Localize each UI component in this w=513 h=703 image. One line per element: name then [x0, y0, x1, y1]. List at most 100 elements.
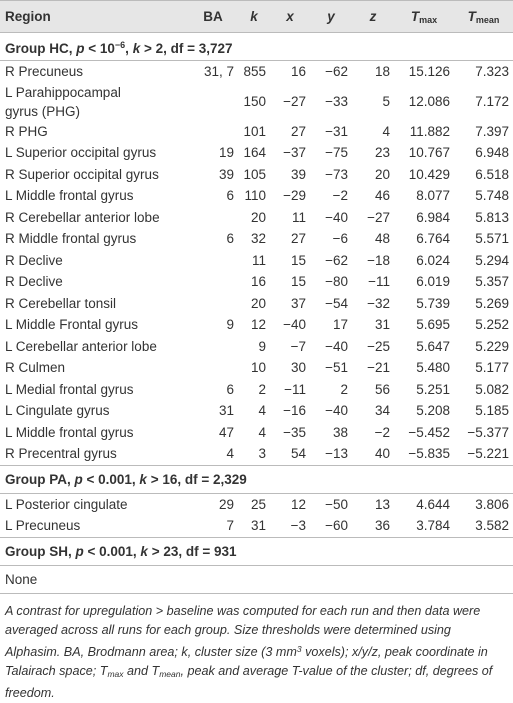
- value-cell: −7: [290, 338, 306, 354]
- value-cell: −54: [325, 295, 348, 311]
- value-cell: 20: [250, 295, 266, 311]
- value-cell: 6: [226, 381, 234, 397]
- value-cell: 4: [258, 403, 266, 419]
- value-cell: 31: [218, 403, 234, 419]
- value-cell: −40: [325, 338, 348, 354]
- value-cell: 5.251: [416, 381, 450, 397]
- value-cell: 39: [218, 166, 234, 182]
- value-cell: 10: [250, 360, 266, 376]
- value-cell: 5.082: [475, 381, 509, 397]
- empty-cell: None: [5, 571, 38, 587]
- value-cell: 6: [226, 188, 234, 204]
- text-segment: < 0.001,: [82, 471, 140, 487]
- text-segment: voxels); x/y/z, peak coordinate in Talai…: [5, 644, 488, 678]
- value-cell: 39: [290, 166, 306, 182]
- data-row: L Posterior cingulate 29 25 12 −50 13 4.644 3.8…: [0, 493, 513, 515]
- value-cell: −40: [283, 317, 306, 333]
- value-cell: 5.208: [416, 403, 450, 419]
- text-segment: < 10: [84, 40, 115, 56]
- data-row: R Declive 16 15 −80 −11 6.019 5.357: [0, 271, 513, 293]
- data-row: L Cerebellar anterior lobe 9 −7 −40 −25 5.647…: [0, 336, 513, 358]
- value-cell: 29: [218, 496, 234, 512]
- column-header: y: [327, 9, 335, 24]
- data-row: R Precuneus 31, 7 855 16 −62 18 15.126 7.323: [0, 61, 513, 83]
- text-segment: > 23, df = 931: [147, 543, 237, 559]
- value-cell: 3.784: [416, 518, 450, 534]
- region-cell: R Precuneus: [5, 64, 84, 80]
- value-cell: 25: [250, 496, 266, 512]
- value-cell: 17: [332, 317, 348, 333]
- column-header: z: [369, 9, 377, 24]
- region-cell: R Culmen: [5, 360, 66, 376]
- column-header: k: [250, 9, 258, 24]
- region-cell: R Cerebellar tonsil: [5, 295, 117, 311]
- value-cell: 23: [374, 145, 390, 161]
- value-cell: −11: [284, 381, 306, 397]
- value-cell: −33: [325, 94, 348, 109]
- group-title: Group HC, p < 10−6, k > 2, df = 3,727: [0, 32, 513, 61]
- group-row: Group HC, p < 10−6, k > 2, df = 3,727: [0, 32, 513, 61]
- text-segment: and T: [123, 663, 160, 678]
- data-row: R Precentral gyrus 4 3 54 −13 40 −5.835 −5.221: [0, 443, 513, 465]
- value-cell: 5.357: [475, 274, 509, 290]
- value-cell: 19: [218, 145, 234, 161]
- column-header: Tmax: [394, 1, 454, 33]
- column-header: Tmean: [454, 1, 513, 33]
- column-header: x: [286, 9, 294, 24]
- region-cell: R Declive: [5, 252, 63, 268]
- value-cell: 6.518: [475, 166, 509, 182]
- header-row: Region BA k x y z Tmax Tmean: [0, 0, 513, 33]
- text-segment: < 0.001,: [83, 543, 141, 559]
- value-cell: 5.294: [475, 252, 509, 268]
- value-cell: 27: [290, 231, 306, 247]
- value-cell: 5.813: [475, 209, 509, 225]
- value-cell: −62: [325, 64, 348, 80]
- value-cell: −31: [325, 123, 348, 139]
- group-title: Group SH, p < 0.001, k > 23, df = 931: [0, 536, 513, 566]
- value-cell: 7: [226, 518, 234, 534]
- value-cell: [188, 357, 238, 379]
- region-cell: L Middle frontal gyrus: [5, 424, 134, 440]
- value-cell: 12: [250, 317, 266, 333]
- value-cell: 2: [340, 381, 348, 397]
- text-segment: 3: [296, 643, 302, 654]
- region-cell: L Middle Frontal gyrus: [5, 317, 139, 333]
- value-cell: −40: [325, 403, 348, 419]
- data-row: L Middle frontal gyrus 47 4 −35 38 −2 −5.452 −5…: [0, 422, 513, 444]
- value-cell: [188, 250, 238, 272]
- value-cell: −3: [290, 518, 306, 534]
- data-row: R Cerebellar tonsil 20 37 −54 −32 5.739 5.269: [0, 293, 513, 315]
- region-line: L Parahippocampal: [5, 84, 121, 100]
- region-cell: R PHG: [5, 123, 48, 139]
- value-cell: −50: [325, 496, 348, 512]
- data-row: L Cingulate gyrus 31 4 −16 −40 34 5.208 5.185: [0, 400, 513, 422]
- value-cell: 5.269: [475, 295, 509, 311]
- value-cell: 6.764: [416, 231, 450, 247]
- region-cell: L Superior occipital gyrus: [5, 145, 157, 161]
- header-main: T: [467, 8, 476, 24]
- column-header: BA: [203, 9, 223, 24]
- value-cell: [188, 121, 238, 143]
- value-cell: [188, 293, 238, 315]
- text-segment: p: [74, 471, 83, 487]
- value-cell: 5.695: [416, 317, 450, 333]
- value-cell: 27: [290, 123, 306, 139]
- value-cell: −73: [325, 166, 348, 182]
- value-cell: −27: [283, 94, 306, 109]
- value-cell: 11.882: [409, 123, 450, 139]
- value-cell: 6.984: [416, 209, 450, 225]
- value-cell: −5.221: [467, 446, 509, 462]
- region-cell: R Middle frontal gyrus: [5, 231, 137, 247]
- value-cell: 3.582: [475, 518, 509, 534]
- value-cell: 5.647: [416, 338, 450, 354]
- value-cell: 40: [374, 446, 390, 462]
- region-cell: R Superior occipital gyrus: [5, 166, 159, 182]
- data-row: L Middle frontal gyrus 6 110 −29 −2 46 8.077 5.…: [0, 185, 513, 207]
- data-row: R Culmen 10 30 −51 −21 5.480 5.177: [0, 357, 513, 379]
- value-cell: 110: [244, 188, 266, 204]
- value-cell: −13: [325, 446, 348, 462]
- value-cell: 4: [226, 446, 234, 462]
- value-cell: 36: [374, 518, 390, 534]
- data-row: R Middle frontal gyrus 6 32 27 −6 48 6.764 5.57…: [0, 228, 513, 250]
